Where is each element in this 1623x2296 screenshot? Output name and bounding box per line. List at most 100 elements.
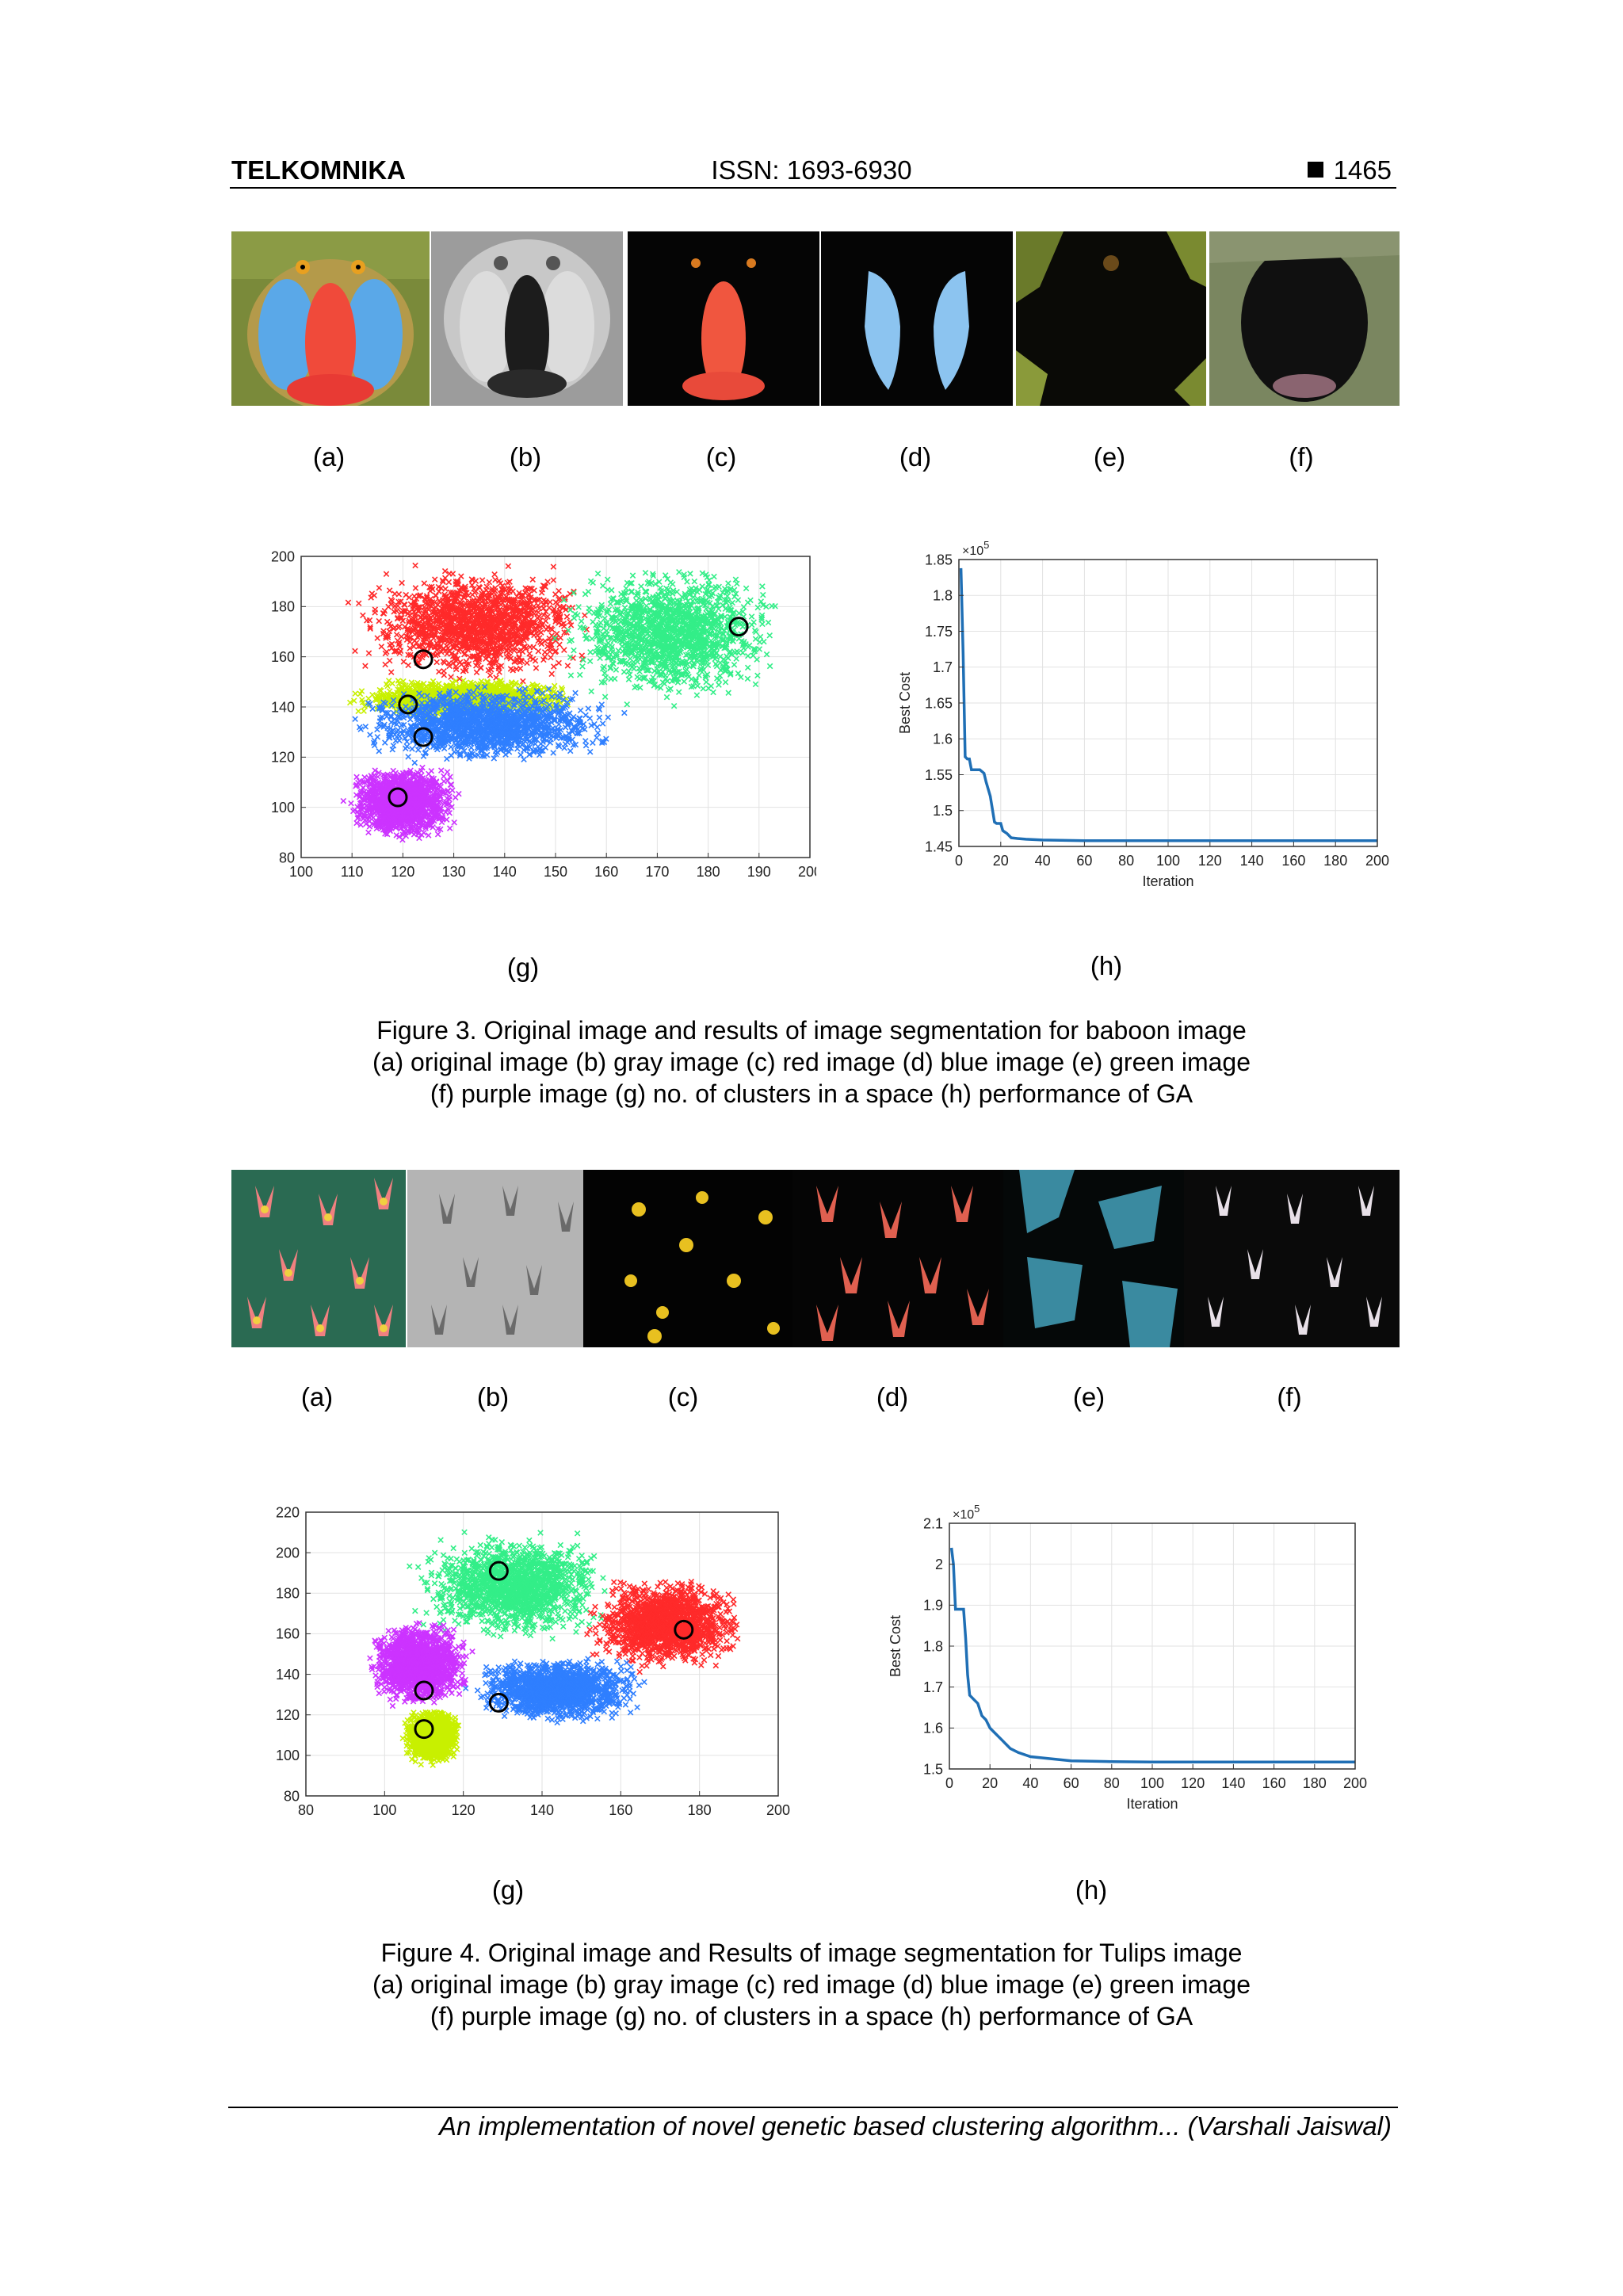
- scatter-point: [517, 665, 524, 672]
- scatter-point: [463, 661, 470, 668]
- scatter-point: [489, 588, 495, 594]
- scatter-point: [510, 613, 517, 621]
- baboon-purple-image: [1209, 231, 1400, 406]
- scatter-point: [567, 622, 575, 628]
- scatter-point: [393, 648, 399, 655]
- scatter-point: [487, 672, 494, 678]
- scatter-point: [496, 669, 502, 675]
- scatter-point: [485, 595, 492, 602]
- scatter-point: [388, 598, 395, 604]
- scatter-point: [496, 645, 502, 652]
- scatter-point: [449, 650, 456, 657]
- scatter-point: [478, 665, 484, 671]
- scatter-point: [558, 621, 565, 628]
- scatter-point: [464, 603, 471, 609]
- scatter-point: [536, 613, 543, 620]
- scatter-point: [433, 593, 439, 599]
- scatter-point: [448, 674, 454, 680]
- issn: ISSN: 1693-6930: [711, 155, 912, 185]
- scatter-point: [544, 579, 551, 585]
- scatter-point: [537, 617, 544, 624]
- scatter-point: [491, 599, 498, 606]
- scatter-point: [531, 587, 537, 594]
- scatter-point: [458, 628, 465, 635]
- scatter-point: [473, 669, 480, 676]
- scatter-point: [452, 632, 458, 639]
- scatter-point: [411, 598, 418, 606]
- baboon-blue-image: [821, 231, 1013, 406]
- scatter-point: [542, 598, 549, 605]
- scatter-point: [441, 671, 448, 678]
- baboon-gray-image: [431, 231, 623, 406]
- scatter-point: [380, 610, 387, 617]
- scatter-point: [431, 599, 438, 606]
- scatter-point: [432, 644, 439, 651]
- scatter-point: [491, 571, 498, 578]
- scatter-point: [517, 659, 523, 666]
- page-number: 1465: [1333, 155, 1392, 185]
- scatter-point: [523, 635, 529, 642]
- scatter-point: [556, 620, 562, 626]
- scatter-point: [512, 620, 519, 626]
- scatter-point: [436, 598, 442, 604]
- scatter-point: [445, 630, 452, 637]
- scatter-point: [378, 644, 385, 650]
- scatter-point: [433, 659, 440, 666]
- scatter-point: [456, 675, 463, 682]
- scatter-point: [532, 619, 539, 626]
- scatter-point: [355, 600, 362, 607]
- scatter-point: [396, 623, 403, 630]
- scatter-point: [559, 605, 567, 612]
- scatter-point: [416, 604, 423, 610]
- scatter-point: [502, 644, 508, 651]
- baboon-red-image: [628, 231, 819, 406]
- scatter-point: [561, 629, 567, 636]
- scatter-point: [551, 606, 557, 613]
- scatter-point: [507, 666, 514, 672]
- scatter-point: [395, 590, 403, 598]
- scatter-point: [398, 633, 405, 640]
- scatter-point: [552, 648, 559, 655]
- header-square-icon: [1308, 162, 1323, 178]
- scatter-point: [371, 592, 378, 599]
- scatter-point: [352, 648, 358, 655]
- scatter-point: [386, 587, 393, 594]
- scatter-point: [407, 651, 414, 659]
- scatter-point: [529, 576, 537, 583]
- fig3-label-f: (f): [1289, 442, 1314, 472]
- scatter-point: [438, 648, 445, 655]
- scatter-point: [396, 639, 403, 646]
- scatter-point: [468, 621, 475, 628]
- scatter-point: [387, 641, 393, 648]
- scatter-point: [417, 643, 424, 649]
- scatter-point: [441, 594, 449, 601]
- scatter-point: [442, 586, 449, 592]
- scatter-point: [374, 635, 381, 641]
- scatter-point: [548, 654, 554, 661]
- scatter-point: [521, 644, 527, 651]
- scatter-point: [525, 623, 532, 630]
- scatter-point: [402, 602, 408, 608]
- scatter-point: [412, 585, 419, 591]
- scatter-point: [453, 652, 459, 659]
- scatter-point: [473, 663, 479, 669]
- scatter-point: [376, 585, 383, 591]
- scatter-point: [527, 644, 533, 651]
- scatter-point: [548, 670, 555, 678]
- fig3-label-e: (e): [1093, 442, 1126, 472]
- scatter-point: [492, 576, 498, 583]
- scatter-point: [502, 605, 510, 611]
- scatter-point: [399, 614, 405, 621]
- scatter-point: [495, 632, 502, 639]
- scatter-point: [437, 644, 443, 651]
- baboon-original-image: [231, 231, 430, 406]
- scatter-point: [482, 600, 488, 606]
- scatter-point: [476, 584, 483, 591]
- scatter-point: [386, 628, 393, 635]
- scatter-point: [418, 654, 426, 661]
- scatter-point: [441, 567, 449, 575]
- scatter-point: [486, 579, 493, 586]
- scatter-point: [551, 663, 557, 670]
- scatter-point: [431, 576, 438, 583]
- scatter-point: [391, 648, 398, 655]
